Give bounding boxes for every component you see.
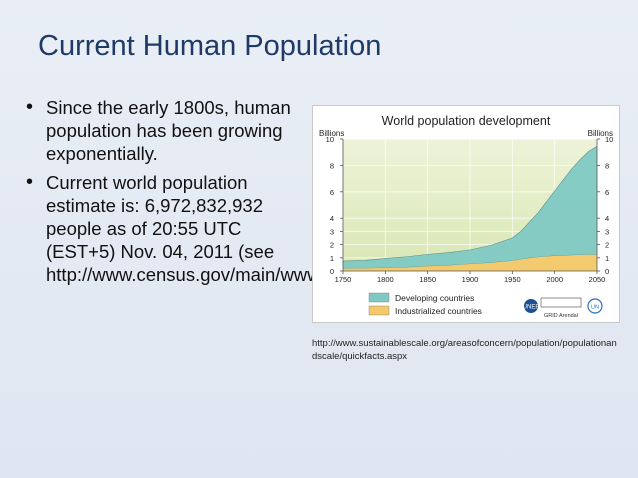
legend-label: Industrialized countries (395, 306, 482, 316)
axes: 0 1 2 3 4 6 8 10 0 1 2 3 4 6 8 10 1750 1800 1850 1900 1950 20… (326, 135, 614, 284)
grid-arendal-logo-text: GRID Arendal (544, 313, 578, 319)
y-axis-label-right: Billions (588, 129, 613, 138)
legend: Developing countries Industrialized count… (368, 292, 482, 316)
population-chart-svg: World population development Billions Bi… (319, 114, 614, 319)
bullet-text: Since the early 1800s, human population … (46, 97, 291, 164)
y-tick-label-left: 2 (330, 241, 334, 250)
area-series (342, 146, 598, 271)
source-citation: http://www.sustainablescale.org/areasofc… (312, 338, 617, 362)
y-tick-label-right: 1 (605, 254, 609, 263)
bullet-dot-icon: • (26, 171, 34, 193)
area-industrialized-countries (343, 254, 597, 271)
y-tick-label-right: 6 (605, 188, 609, 197)
x-tick-label: 1850 (419, 275, 436, 284)
y-tick-label-right: 4 (605, 214, 609, 223)
y-tick-label-right: 0 (605, 267, 609, 276)
x-tick-label: 1800 (377, 275, 394, 284)
unep-logo-text: UNEP (523, 305, 540, 311)
x-tick-label: 1900 (462, 275, 479, 284)
slide-title: Current Human Population (38, 30, 382, 62)
area-outline-developing-countries (342, 146, 598, 262)
x-tick-label: 2000 (546, 275, 563, 284)
bullet-dot-icon: • (26, 96, 34, 118)
grid-arendal-logo-icon (540, 297, 582, 308)
bullet-item: • Since the early 1800s, human populatio… (22, 96, 298, 165)
y-tick-label-left: 0 (330, 267, 334, 276)
y-tick-label-right: 10 (605, 135, 613, 144)
y-tick-label-left: 6 (330, 188, 334, 197)
x-tick-label: 1750 (335, 275, 352, 284)
y-tick-label-right: 8 (605, 161, 609, 170)
y-tick-label-right: 2 (605, 241, 609, 250)
y-axis-label-left: Billions (319, 129, 344, 138)
chart-title: World population development (382, 114, 551, 128)
legend-swatch (368, 292, 390, 303)
bullet-item: • Current world population estimate is: … (22, 171, 445, 286)
y-tick-label-left: 8 (330, 161, 334, 170)
bullet-text: Current world population estimate is: 6,… (46, 172, 445, 285)
y-tick-label-left: 3 (330, 227, 334, 236)
legend-swatch (368, 305, 390, 316)
x-tick-label: 1950 (504, 275, 521, 284)
logos: UNEP GRID Arendal UN (523, 297, 603, 319)
un-logo-text: UN (591, 305, 599, 311)
y-tick-label-right: 3 (605, 227, 609, 236)
unep-logo-icon (524, 299, 538, 313)
area-developing-countries (343, 146, 597, 269)
un-logo-icon (587, 298, 603, 314)
legend-label: Developing countries (395, 293, 474, 303)
y-tick-label-left: 10 (326, 135, 334, 144)
y-tick-label-left: 1 (330, 254, 334, 263)
bullet-list: • Since the early 1800s, human populatio… (22, 96, 445, 292)
population-chart: World population development Billions Bi… (312, 105, 620, 323)
x-tick-label: 2050 (589, 275, 606, 284)
y-tick-label-left: 4 (330, 214, 334, 223)
